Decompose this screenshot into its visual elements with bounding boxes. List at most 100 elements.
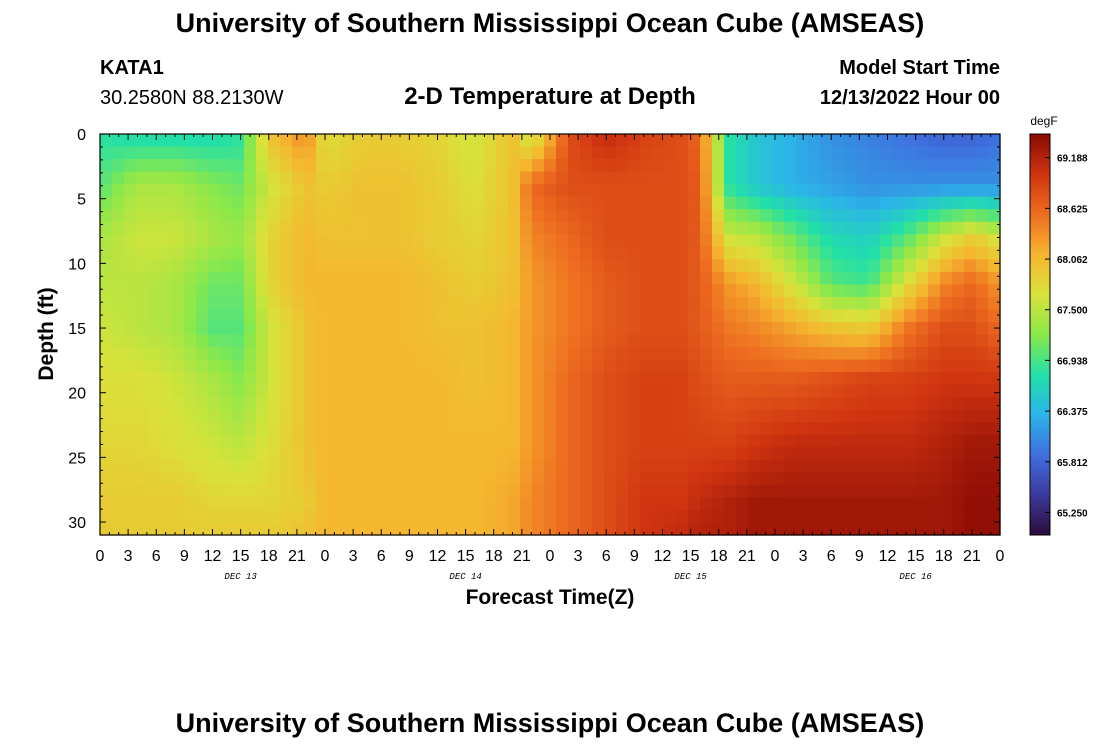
heatmap-cell xyxy=(436,334,449,348)
heatmap-cell xyxy=(256,296,269,311)
heatmap-cell xyxy=(628,209,641,223)
model-start-value: 12/13/2022 Hour 00 xyxy=(819,87,1000,109)
heatmap-cell xyxy=(772,409,785,423)
heatmap-cell xyxy=(256,397,269,411)
heatmap-cell xyxy=(100,359,113,373)
heatmap-cell xyxy=(808,472,821,486)
heatmap-cell xyxy=(412,447,425,461)
heatmap-cell xyxy=(448,296,461,311)
heatmap-cell xyxy=(292,472,305,486)
heatmap-cell xyxy=(448,522,461,536)
day-label: DEC 16 xyxy=(899,572,932,582)
heatmap-cell xyxy=(940,334,953,348)
heatmap-cell xyxy=(652,484,665,499)
heatmap-cell xyxy=(364,134,377,148)
heatmap-cell xyxy=(868,472,881,486)
heatmap-cell xyxy=(232,459,245,473)
heatmap-cell xyxy=(208,309,221,323)
heatmap-cell xyxy=(184,184,197,198)
heatmap-cell xyxy=(652,397,665,411)
heatmap-cell xyxy=(592,509,605,524)
heatmap-cell xyxy=(352,509,365,524)
heatmap-cell xyxy=(364,347,377,361)
heatmap-cell xyxy=(580,171,593,185)
heatmap-cell xyxy=(880,234,893,248)
heatmap-cell xyxy=(340,159,353,173)
heatmap-cell xyxy=(292,271,305,285)
heatmap-cell xyxy=(796,309,809,323)
heatmap-cell xyxy=(448,146,461,160)
heatmap-cell xyxy=(220,334,233,348)
heatmap-cell xyxy=(112,296,125,311)
heatmap-cell xyxy=(340,384,353,398)
heatmap-cell xyxy=(508,184,521,198)
heatmap-cell xyxy=(544,497,557,511)
x-tick-label: 18 xyxy=(935,548,953,565)
heatmap-cell xyxy=(208,497,221,511)
heatmap-cell xyxy=(304,422,317,436)
heatmap-cell xyxy=(424,509,437,524)
heatmap-cell xyxy=(940,372,953,386)
heatmap-cell xyxy=(988,271,1001,285)
heatmap-cell xyxy=(724,359,737,373)
heatmap-cell xyxy=(592,422,605,436)
heatmap-cell xyxy=(256,472,269,486)
heatmap-cell xyxy=(832,409,845,423)
heatmap-cell xyxy=(916,234,929,248)
heatmap-cell xyxy=(160,134,173,148)
heatmap-cell xyxy=(100,409,113,423)
heatmap-cell xyxy=(520,359,533,373)
heatmap-cell xyxy=(136,246,149,260)
heatmap-cell xyxy=(220,409,233,423)
heatmap-cell xyxy=(340,334,353,348)
heatmap-cell xyxy=(688,221,701,235)
heatmap-cell xyxy=(112,221,125,235)
heatmap-cell xyxy=(784,422,797,436)
heatmap-cell xyxy=(196,296,209,311)
heatmap-cell xyxy=(496,384,509,398)
heatmap-cell xyxy=(316,434,329,448)
heatmap-cell xyxy=(868,159,881,173)
heatmap-cell xyxy=(520,509,533,524)
heatmap-cell xyxy=(556,296,569,311)
heatmap-cell xyxy=(148,397,161,411)
heatmap-cell xyxy=(268,522,281,536)
heatmap-cell xyxy=(340,509,353,524)
heatmap-cell xyxy=(304,171,317,185)
heatmap-cell xyxy=(484,472,497,486)
heatmap-cell xyxy=(592,259,605,273)
heatmap-cell xyxy=(748,321,761,336)
heatmap-cell xyxy=(904,434,917,448)
heatmap-cell xyxy=(916,284,929,298)
heatmap-cell xyxy=(484,146,497,160)
heatmap-cell xyxy=(196,321,209,336)
heatmap-cell xyxy=(544,472,557,486)
heatmap-cell xyxy=(460,422,473,436)
heatmap-cell xyxy=(304,159,317,173)
heatmap-cell xyxy=(220,522,233,536)
heatmap-cell xyxy=(172,321,185,336)
heatmap-cell xyxy=(328,347,341,361)
heatmap-cell xyxy=(556,459,569,473)
heatmap-cell xyxy=(220,271,233,285)
heatmap-cell xyxy=(532,472,545,486)
heatmap-cell xyxy=(832,221,845,235)
heatmap-cell xyxy=(352,447,365,461)
heatmap-cell xyxy=(532,359,545,373)
heatmap-cell xyxy=(952,196,965,210)
heatmap-cell xyxy=(100,296,113,311)
heatmap-cell xyxy=(436,409,449,423)
heatmap-cell xyxy=(664,221,677,235)
heatmap-cell xyxy=(484,296,497,311)
heatmap-cell xyxy=(592,309,605,323)
heatmap-cell xyxy=(964,259,977,273)
heatmap-cell xyxy=(832,372,845,386)
heatmap-cell xyxy=(796,447,809,461)
heatmap-cell xyxy=(664,309,677,323)
heatmap-cell xyxy=(976,472,989,486)
heatmap-cell xyxy=(340,347,353,361)
heatmap-cell xyxy=(808,196,821,210)
heatmap-cell xyxy=(292,184,305,198)
heatmap-cell xyxy=(556,309,569,323)
heatmap-cell xyxy=(544,347,557,361)
